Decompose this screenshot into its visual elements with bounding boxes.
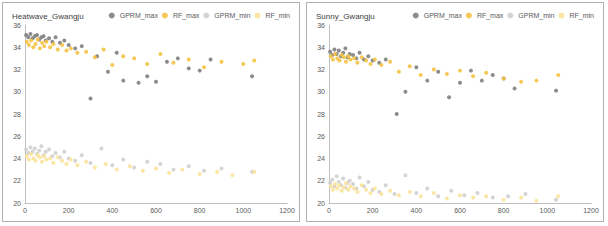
svg-text:28: 28 [13, 111, 21, 118]
svg-text:34: 34 [13, 44, 21, 51]
svg-text:400: 400 [106, 207, 118, 214]
svg-text:RF_min: RF_min [569, 12, 594, 20]
svg-text:0: 0 [23, 207, 27, 214]
svg-text:30: 30 [317, 88, 325, 95]
svg-text:RF_min: RF_min [265, 12, 290, 20]
svg-text:Heatwave_Gwangju: Heatwave_Gwangju [12, 12, 84, 21]
svg-text:GPRM_max: GPRM_max [120, 12, 159, 20]
svg-text:1200: 1200 [279, 207, 295, 214]
svg-text:34: 34 [317, 44, 325, 51]
svg-text:Sunny_Gwangju: Sunny_Gwangju [316, 12, 375, 21]
svg-text:32: 32 [317, 66, 325, 73]
svg-text:30: 30 [13, 88, 21, 95]
svg-text:RF_max: RF_max [477, 12, 504, 20]
svg-text:200: 200 [367, 207, 379, 214]
svg-text:600: 600 [150, 207, 162, 214]
svg-text:RF_max: RF_max [173, 12, 200, 20]
svg-text:GPRM_min: GPRM_min [518, 12, 554, 20]
svg-text:36: 36 [317, 22, 325, 29]
svg-text:20: 20 [317, 200, 325, 207]
svg-text:22: 22 [317, 177, 325, 184]
svg-text:400: 400 [410, 207, 422, 214]
svg-text:20: 20 [13, 200, 21, 207]
svg-text:28: 28 [317, 111, 325, 118]
svg-text:26: 26 [13, 133, 21, 140]
svg-text:800: 800 [498, 207, 510, 214]
svg-text:600: 600 [454, 207, 466, 214]
svg-text:GPRM_max: GPRM_max [424, 12, 463, 20]
svg-text:26: 26 [317, 133, 325, 140]
svg-text:1200: 1200 [583, 207, 599, 214]
svg-text:36: 36 [13, 22, 21, 29]
svg-text:0: 0 [327, 207, 331, 214]
svg-text:24: 24 [317, 155, 325, 162]
svg-text:24: 24 [13, 155, 21, 162]
svg-text:800: 800 [194, 207, 206, 214]
svg-text:22: 22 [13, 177, 21, 184]
svg-text:200: 200 [63, 207, 75, 214]
svg-text:GPRM_min: GPRM_min [214, 12, 250, 20]
svg-text:1000: 1000 [540, 207, 556, 214]
svg-text:1000: 1000 [236, 207, 252, 214]
svg-text:32: 32 [13, 66, 21, 73]
